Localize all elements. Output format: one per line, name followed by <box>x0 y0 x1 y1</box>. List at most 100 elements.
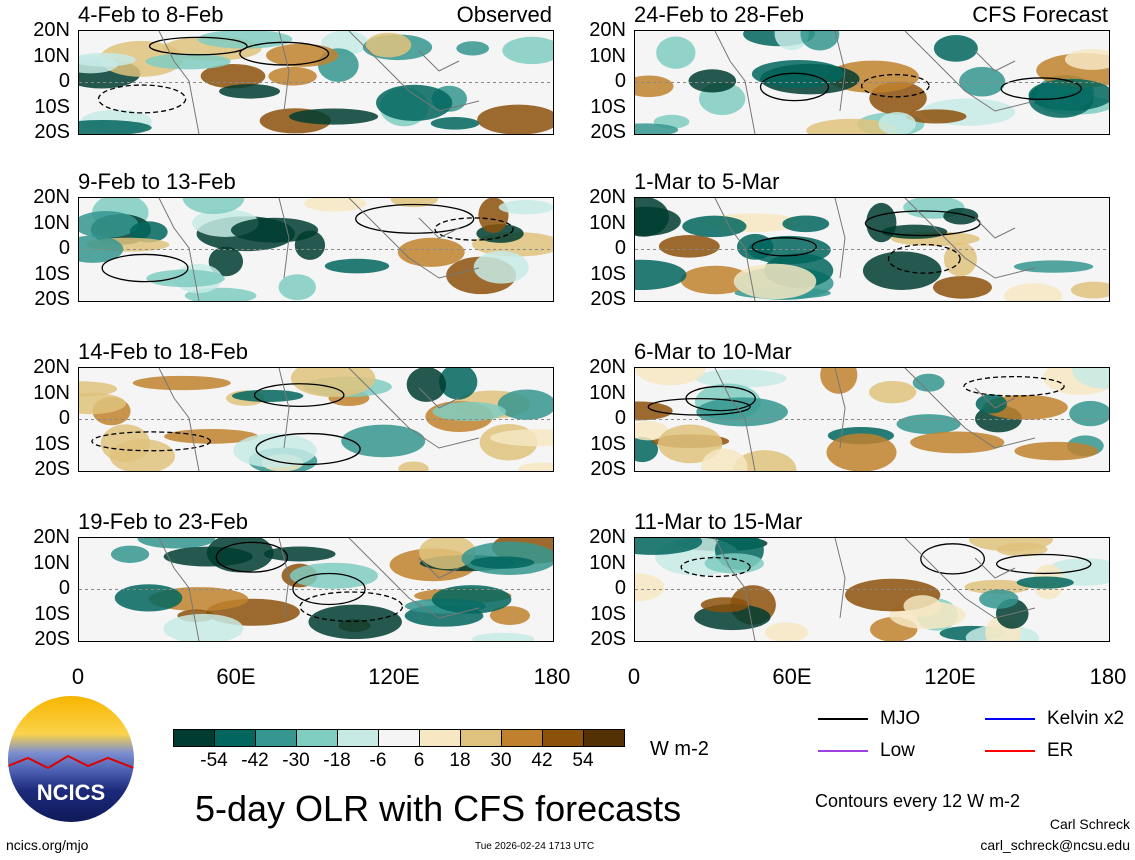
coastline <box>158 538 480 641</box>
mjo-contour <box>97 84 187 114</box>
coastline <box>158 31 480 134</box>
olr-anomaly <box>109 439 175 471</box>
mjo-contour <box>253 383 345 407</box>
olr-anomaly <box>79 120 152 134</box>
lat-label: 0 <box>614 237 626 259</box>
olr-anomaly <box>438 368 478 400</box>
mjo-contour <box>434 217 514 241</box>
colorbar-label: 30 <box>490 750 512 771</box>
panel-title: 6-Mar to 10-Mar <box>634 339 792 364</box>
lat-label: 10N <box>589 211 626 234</box>
lat-label: 0 <box>58 407 70 429</box>
mjo-contour <box>355 203 475 234</box>
colorbar-swatch <box>297 730 338 746</box>
panel-title: 9-Feb to 13-Feb <box>78 169 236 194</box>
olr-anomaly <box>635 538 703 555</box>
lat-label: 0 <box>614 407 626 429</box>
olr-anomaly <box>1013 260 1094 273</box>
colorbar-label: -54 <box>200 750 228 771</box>
mjo-contour <box>91 431 212 452</box>
lat-label: 10S <box>34 432 70 455</box>
olr-anomaly <box>219 84 280 99</box>
lat-label: 20S <box>590 628 626 650</box>
olr-anomaly <box>905 109 967 124</box>
email[interactable]: carl_schreck@ncsu.edu <box>980 837 1130 853</box>
colorbar-units: W m-2 <box>650 738 709 760</box>
olr-anomaly <box>658 235 720 258</box>
olr-anomaly <box>208 246 244 277</box>
olr-anomaly <box>996 542 1048 557</box>
olr-anomaly <box>497 389 553 420</box>
panel-title: 11-Mar to 15-Mar <box>634 509 803 534</box>
colorbar-swatch <box>338 730 379 746</box>
olr-anomaly <box>110 545 150 563</box>
lat-label: 0 <box>614 70 626 92</box>
olr-anomaly <box>933 34 978 62</box>
ncics-logo: NCICS <box>8 696 134 822</box>
olr-anomaly <box>289 108 379 125</box>
olr-anomaly <box>1014 441 1099 461</box>
map-panel <box>78 537 554 642</box>
olr-anomaly <box>700 597 749 613</box>
olr-anomaly <box>278 274 317 301</box>
olr-anomaly <box>764 622 809 641</box>
olr-anomaly <box>517 462 553 471</box>
lon-label: 120E <box>368 664 420 689</box>
olr-anomaly <box>498 200 553 215</box>
mjo-contour <box>647 397 751 416</box>
olr-anomaly <box>132 375 231 391</box>
mjo-contour <box>963 375 1065 397</box>
olr-anomaly <box>1004 283 1063 301</box>
olr-anomaly <box>774 31 809 51</box>
olr-anomaly <box>701 448 748 471</box>
olr-anomaly <box>1072 368 1109 389</box>
lat-label: 20N <box>33 356 70 378</box>
olr-anomaly <box>1069 400 1109 427</box>
colorbar <box>173 729 625 747</box>
olr-anomaly <box>197 31 293 49</box>
url-link[interactable]: ncics.org/mjo <box>6 837 89 853</box>
lon-label: 60E <box>216 664 256 689</box>
mjo-contour <box>215 541 289 573</box>
olr-anomaly <box>430 116 480 130</box>
colorbar-swatch <box>420 730 461 746</box>
colorbar-swatch <box>256 730 297 746</box>
olr-anomaly <box>688 69 737 93</box>
olr-anomaly <box>419 538 476 570</box>
olr-anomaly <box>99 40 184 77</box>
olr-anomaly <box>490 429 553 447</box>
mjo-contour <box>680 556 751 578</box>
lat-label: 20S <box>590 288 626 310</box>
olr-anomaly <box>397 237 465 267</box>
lat-label: 10S <box>34 95 70 118</box>
olr-anomaly <box>733 263 817 300</box>
lat-label: 10S <box>34 602 70 625</box>
lat-label: 20N <box>33 19 70 41</box>
lat-label: 10N <box>33 44 70 67</box>
olr-anomaly <box>820 368 858 394</box>
olr-anomaly <box>163 613 244 641</box>
olr-anomaly <box>862 251 942 290</box>
olr-anomaly <box>782 215 830 233</box>
author: Carl Schreck <box>1049 816 1130 832</box>
lat-label: 10S <box>590 602 626 625</box>
coastline <box>714 31 1036 134</box>
panel-title: 14-Feb to 18-Feb <box>78 339 248 364</box>
olr-anomaly <box>230 217 319 243</box>
legend-mjo: MJO <box>818 708 920 730</box>
colorbar-label: 18 <box>449 750 471 771</box>
lat-label: 10S <box>590 95 626 118</box>
olr-anomaly <box>826 433 897 471</box>
mjo-contour <box>996 553 1092 575</box>
mjo-contour <box>759 72 830 102</box>
olr-anomaly <box>943 207 979 225</box>
olr-anomaly <box>473 250 529 284</box>
olr-anomaly <box>146 269 225 288</box>
mjo-contour <box>751 237 817 257</box>
olr-anomaly <box>164 429 259 444</box>
olr-anomaly <box>1028 78 1109 111</box>
olr-anomaly <box>912 373 945 392</box>
colorbar-label: 54 <box>572 750 594 771</box>
map-panel <box>634 537 1110 642</box>
olr-anomaly <box>324 258 390 274</box>
